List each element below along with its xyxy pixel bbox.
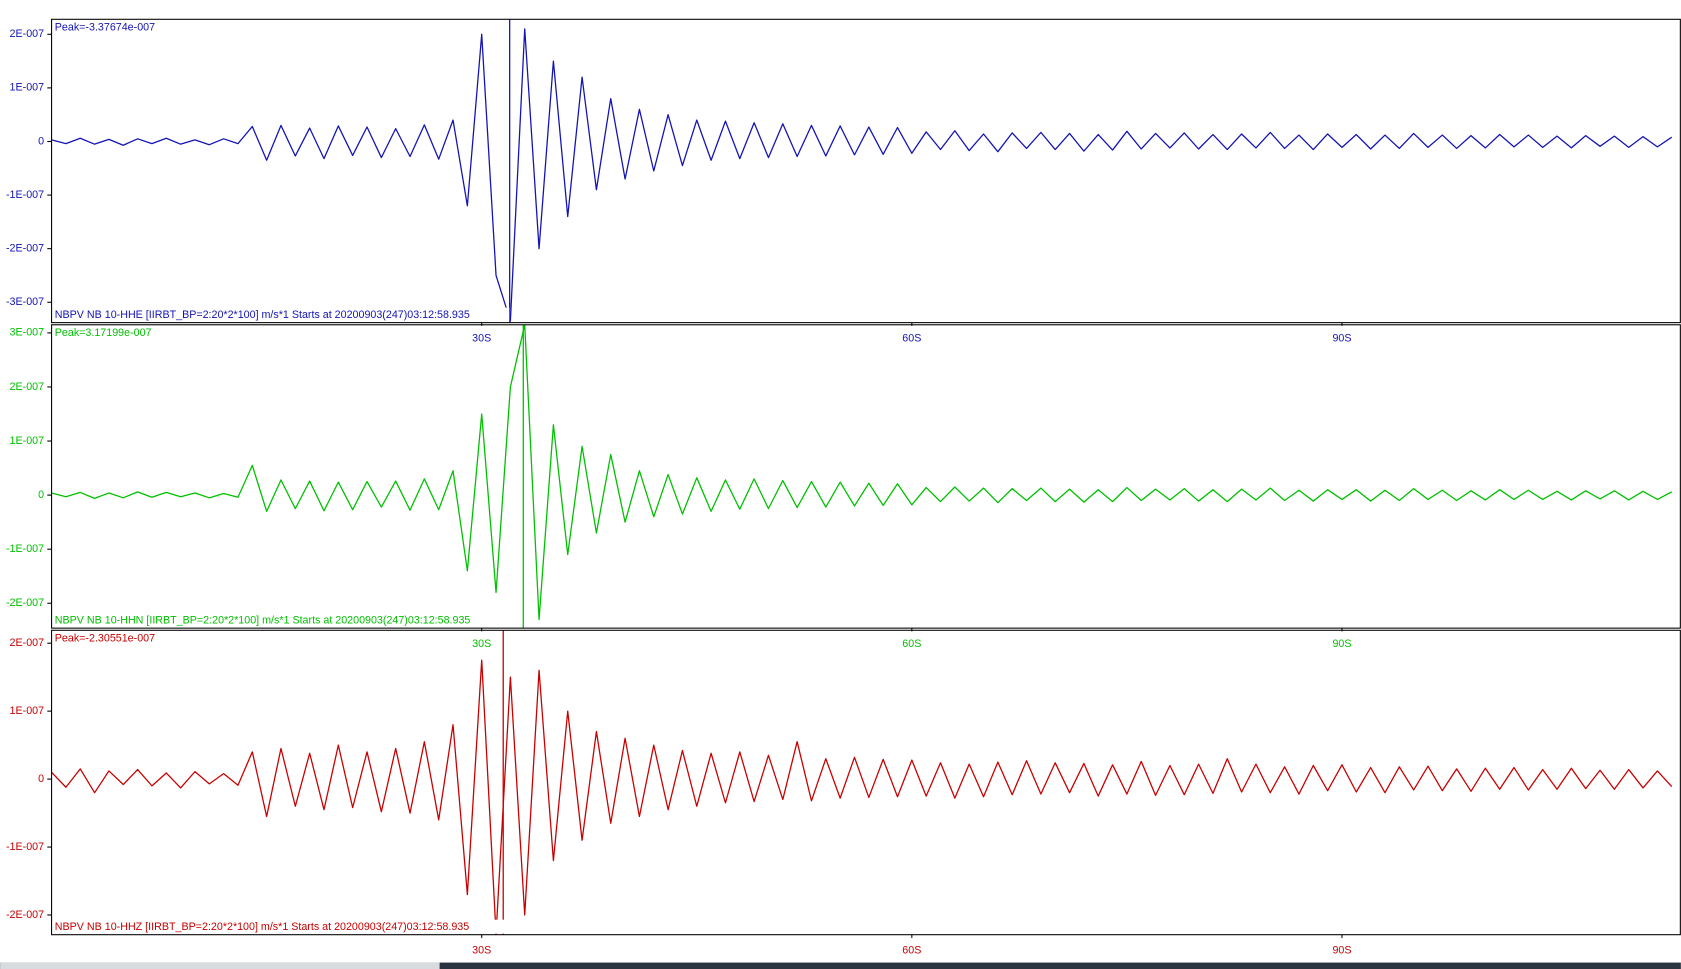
panel-frame <box>51 18 1681 324</box>
panel-frame <box>51 629 1681 936</box>
y-tick-label: 1E-007 <box>10 82 45 94</box>
y-tick-label: 0 <box>38 489 44 501</box>
waveform <box>51 659 1673 935</box>
trace-label-bg <box>52 919 510 934</box>
y-tick-label: -1E-007 <box>6 189 44 201</box>
y-tick-label: 0 <box>38 773 44 785</box>
y-tick-label: 2E-007 <box>10 381 45 393</box>
trace-area <box>51 324 1673 621</box>
y-tick-label: 0 <box>38 135 44 147</box>
waveform <box>51 324 1673 621</box>
y-tick-label: -1E-007 <box>6 543 44 555</box>
x-tick-label: 30S <box>472 945 491 957</box>
x-tick-label: 90S <box>1332 945 1351 957</box>
x-tick-label: 60S <box>902 333 921 345</box>
taskbar-strip <box>0 962 1681 969</box>
y-tick-label: -3E-007 <box>6 296 44 308</box>
y-tick-label: 3E-007 <box>10 327 45 339</box>
peak-label: Peak=3.17199e-007 <box>55 327 152 339</box>
x-tick-label: 90S <box>1332 638 1351 650</box>
y-tick-label: -2E-007 <box>6 597 44 609</box>
trace-label-bg <box>52 307 510 322</box>
y-tick-label: 1E-007 <box>10 435 45 447</box>
x-tick-label: 90S <box>1332 333 1351 345</box>
peak-label: Peak=-3.37674e-007 <box>55 22 155 34</box>
y-tick-label: 2E-007 <box>10 28 45 40</box>
trace-label: NBPV NB 10-HHN [IIRBT_BP=2:20*2*100] m/s… <box>55 614 471 626</box>
x-tick-label: 30S <box>472 638 491 650</box>
trace-area <box>51 28 1673 322</box>
x-tick-label: 60S <box>902 945 921 957</box>
peak-label: Peak=-2.30551e-007 <box>55 633 155 645</box>
y-tick-label: -2E-007 <box>6 909 44 921</box>
y-tick-label: 2E-007 <box>10 637 45 649</box>
x-tick-label: 60S <box>902 638 921 650</box>
trace-label-bg <box>52 613 510 628</box>
trace-label: NBPV NB 10-HHE [IIRBT_BP=2:20*2*100] m/s… <box>55 309 470 321</box>
y-tick-label: -1E-007 <box>6 841 44 853</box>
trace-label: NBPV NB 10-HHZ [IIRBT_BP=2:20*2*100] m/s… <box>55 921 469 933</box>
trace-area <box>51 659 1673 935</box>
waveform <box>51 28 1673 322</box>
taskbar-strip-light <box>0 962 440 969</box>
panel-frame <box>51 324 1681 629</box>
x-tick-label: 30S <box>472 333 491 345</box>
y-tick-label: 1E-007 <box>10 705 45 717</box>
y-tick-label: -2E-007 <box>6 243 44 255</box>
